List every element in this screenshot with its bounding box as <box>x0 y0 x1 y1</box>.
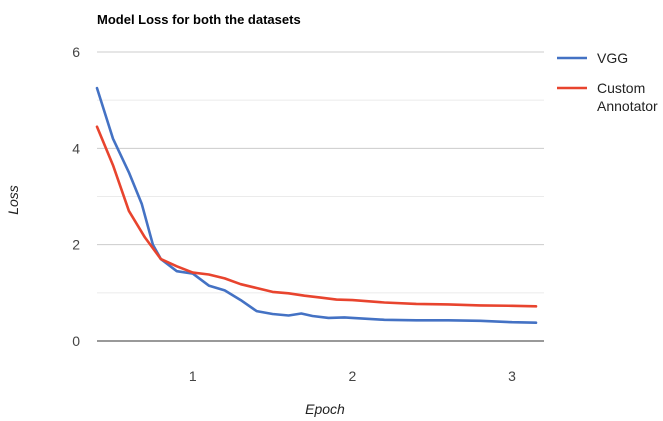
x-axis-title: Epoch <box>305 401 345 417</box>
y-axis-title: Loss <box>5 185 21 215</box>
legend-label: VGG <box>597 50 628 66</box>
y-tick-label: 4 <box>72 140 80 156</box>
series-line-2 <box>95 125 538 308</box>
x-tick-label: 3 <box>508 368 516 384</box>
legend-label: Custom Annotator <box>597 80 658 114</box>
x-tick-label: 1 <box>189 368 197 384</box>
gridlines <box>97 51 544 294</box>
y-tick-label: 2 <box>72 237 80 253</box>
series-line-1 <box>95 86 538 324</box>
x-tick-label: 2 <box>349 368 357 384</box>
y-tick-label: 0 <box>72 333 80 349</box>
chart-title: Model Loss for both the datasets <box>97 12 301 27</box>
y-tick-label: 6 <box>72 44 80 60</box>
legend: VGG Custom Annotator <box>557 50 658 114</box>
series-lines <box>95 86 538 324</box>
axes: 0 2 4 6 1 2 3 <box>72 44 544 384</box>
